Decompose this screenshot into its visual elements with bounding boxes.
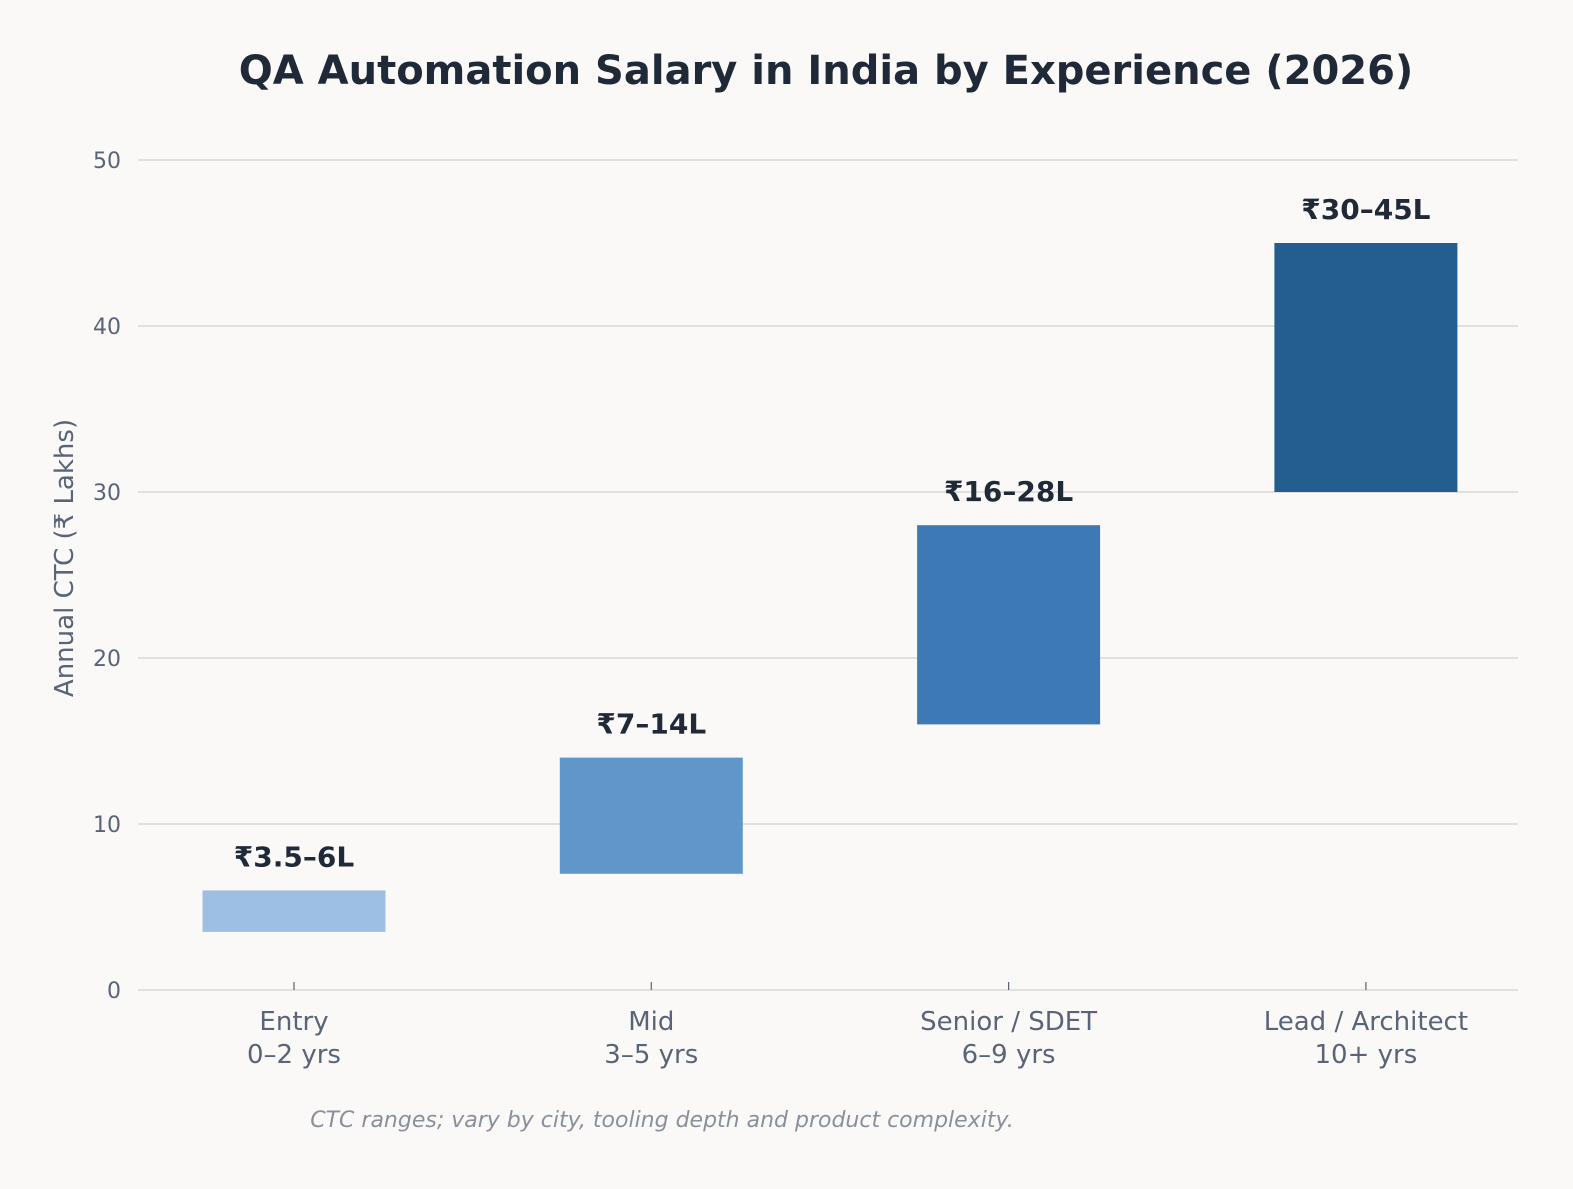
x-tick-label-1: Mid bbox=[628, 1007, 674, 1037]
y-axis-label: Annual CTC (₹ Lakhs) bbox=[50, 419, 80, 697]
x-tick-label-0: Entry bbox=[259, 1007, 328, 1037]
x-tick-sublabel-1: 3–5 yrs bbox=[604, 1040, 698, 1070]
bars bbox=[202, 243, 1458, 932]
bar-1 bbox=[559, 757, 743, 874]
bar-3 bbox=[1274, 243, 1458, 492]
y-axis-ticks: 0 10 20 30 40 50 bbox=[93, 149, 121, 1004]
y-tick-label: 10 bbox=[93, 813, 121, 838]
x-tick-sublabel-0: 0–2 yrs bbox=[247, 1040, 341, 1070]
y-tick-label: 50 bbox=[93, 149, 121, 174]
data-label-1: ₹7–14L bbox=[596, 708, 706, 741]
gridlines bbox=[138, 159, 1518, 991]
bar-2 bbox=[917, 525, 1101, 725]
data-labels: ₹3.5–6L ₹7–14L ₹16–28L ₹30–45L bbox=[234, 193, 1431, 873]
x-tick-label-3: Lead / Architect bbox=[1264, 1007, 1468, 1037]
y-tick-label: 0 bbox=[107, 979, 121, 1004]
data-label-3: ₹30–45L bbox=[1301, 193, 1430, 226]
footnote: CTC ranges; vary by city, tooling depth … bbox=[310, 1108, 1014, 1133]
x-tick-sublabel-3: 10+ yrs bbox=[1315, 1040, 1418, 1070]
bar-0 bbox=[202, 890, 386, 932]
x-tick-label-2: Senior / SDET bbox=[920, 1007, 1097, 1037]
data-label-2: ₹16–28L bbox=[944, 475, 1073, 508]
chart-title: QA Automation Salary in India by Experie… bbox=[239, 48, 1414, 94]
y-tick-label: 40 bbox=[93, 315, 121, 340]
y-tick-label: 30 bbox=[93, 481, 121, 506]
x-tick-sublabel-2: 6–9 yrs bbox=[962, 1040, 1056, 1070]
data-label-0: ₹3.5–6L bbox=[234, 840, 355, 873]
y-tick-label: 20 bbox=[93, 647, 121, 672]
